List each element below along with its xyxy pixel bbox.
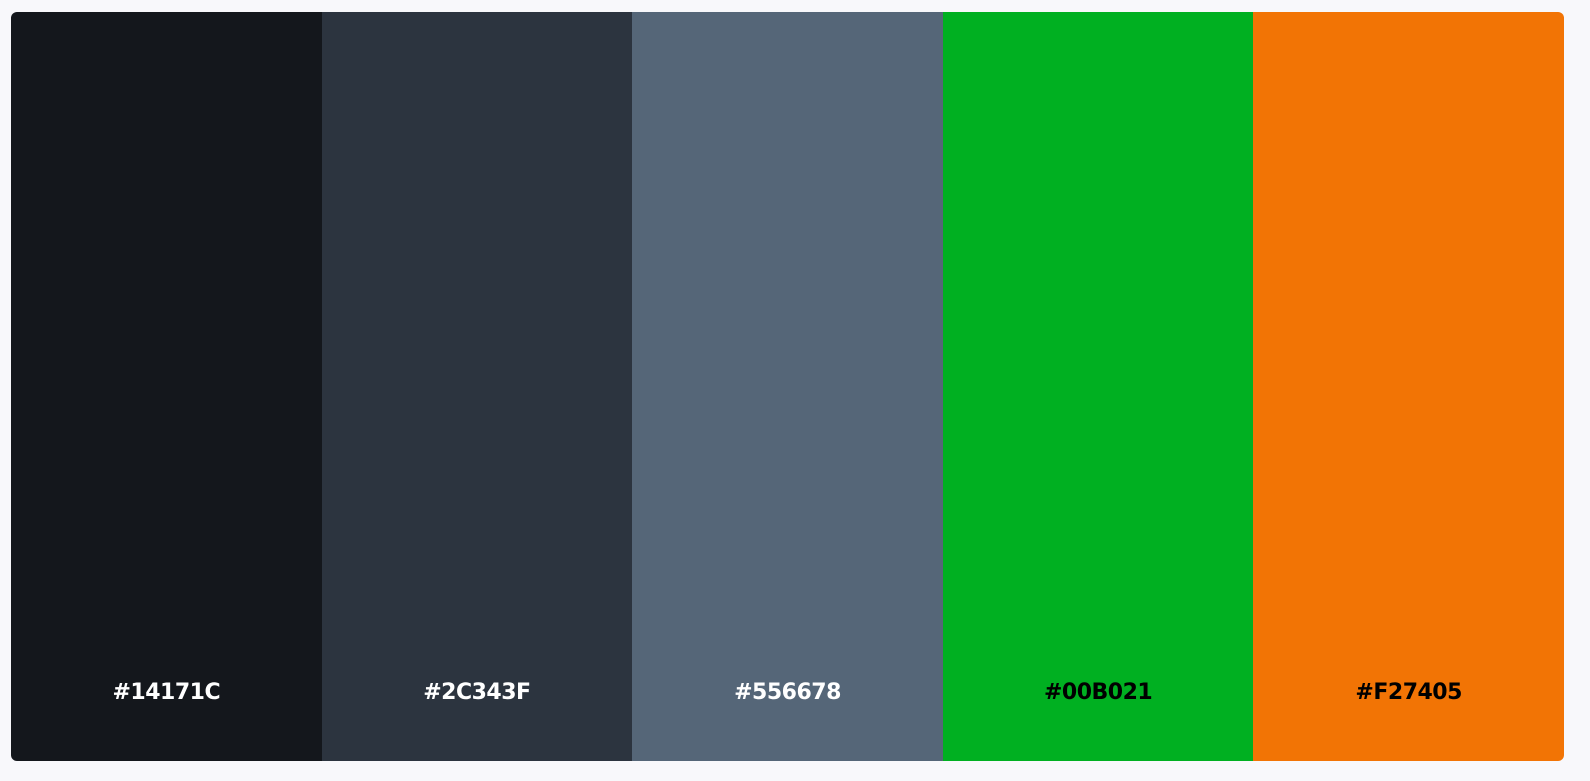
color-swatch-5[interactable]: #F27405 xyxy=(1253,12,1564,761)
color-swatch-3[interactable]: #556678 xyxy=(632,12,943,761)
swatch-hex-label: #14171C xyxy=(112,680,221,705)
swatch-hex-label: #F27405 xyxy=(1355,680,1462,705)
color-swatch-2[interactable]: #2C343F xyxy=(321,12,633,761)
color-palette: #14171C #2C343F #556678 #00B021 #F27405 xyxy=(11,12,1564,761)
swatch-hex-label: #556678 xyxy=(734,680,841,705)
color-swatch-4[interactable]: #00B021 xyxy=(942,12,1254,761)
swatch-hex-label: #2C343F xyxy=(423,680,531,705)
swatch-hex-label: #00B021 xyxy=(1043,680,1153,705)
color-swatch-1[interactable]: #14171C xyxy=(11,12,322,761)
